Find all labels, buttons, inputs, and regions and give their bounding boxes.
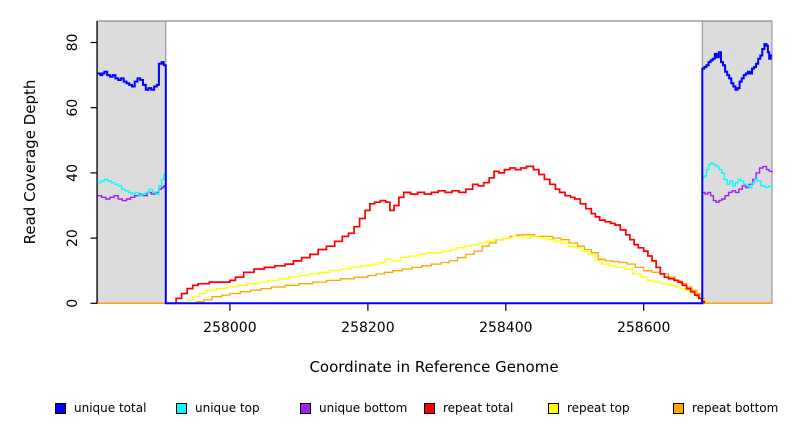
x-tick-label: 258000: [203, 320, 256, 336]
legend-swatch: [424, 402, 435, 414]
legend-label: unique total: [74, 401, 147, 415]
y-tick-label: 40: [65, 164, 81, 182]
legend-item-repeat-top: repeat top: [548, 399, 630, 417]
series-repeat-total: [171, 165, 706, 305]
legend-item-unique-top: unique top: [176, 399, 260, 417]
legend-swatch: [55, 402, 66, 414]
legend-label: unique bottom: [319, 401, 408, 415]
series-repeat-bottom: [97, 234, 772, 304]
shaded-region: [701, 20, 773, 304]
legend-swatch: [176, 402, 187, 414]
legend-item-repeat-bottom: repeat bottom: [673, 399, 778, 417]
x-tick-label: 258200: [341, 320, 394, 336]
legend-swatch: [673, 402, 684, 414]
legend: unique total unique top unique bottom repea…: [0, 399, 792, 421]
x-tick-label: 258600: [617, 320, 670, 336]
legend-label: repeat bottom: [692, 401, 779, 415]
y-tick-label: 60: [65, 99, 81, 117]
series-repeat-top: [181, 235, 707, 304]
x-axis-title: Coordinate in Reference Genome: [309, 358, 559, 376]
legend-label: repeat total: [443, 401, 514, 415]
legend-label: unique top: [195, 401, 260, 415]
x-tick-label: 258400: [479, 320, 532, 336]
y-tick-label: 80: [65, 34, 81, 52]
legend-swatch: [548, 402, 559, 414]
series-unique-total: [97, 43, 772, 305]
legend-item-repeat-total: repeat total: [424, 399, 513, 417]
y-tick-label: 0: [65, 299, 81, 308]
legend-label: repeat top: [567, 401, 630, 415]
legend-item-unique-total: unique total: [55, 399, 146, 417]
series-unique-top: [97, 162, 772, 304]
series-unique-bottom: [97, 165, 773, 304]
y-tick-label: 20: [65, 229, 81, 247]
legend-item-unique-bottom: unique bottom: [300, 399, 407, 417]
legend-swatch: [300, 402, 311, 414]
shaded-region: [97, 20, 167, 304]
y-axis-title: Read Coverage Depth: [21, 79, 39, 245]
